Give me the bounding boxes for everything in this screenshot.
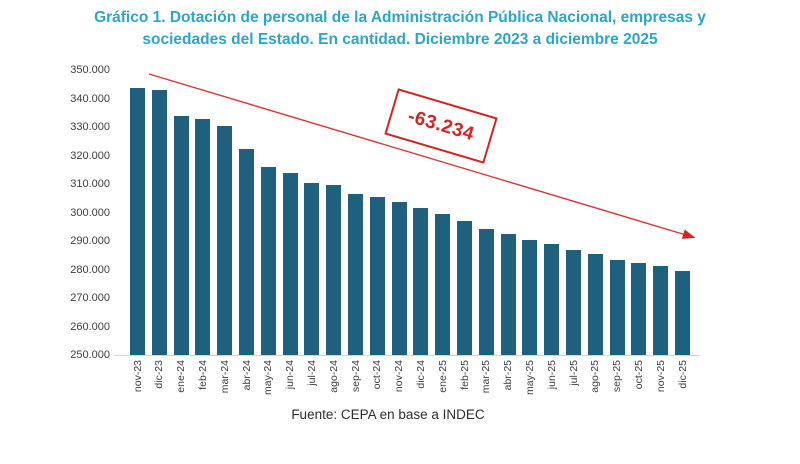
x-axis-tick-label: mar-24: [218, 360, 231, 394]
bar-nov-25: [653, 266, 669, 356]
bar-dic-25: [675, 270, 690, 356]
bar-jul-25: [566, 249, 581, 356]
source-caption: Fuente: CEPA en base a INDEC: [291, 407, 485, 422]
bar-jul-24: [304, 182, 320, 356]
bar-may-24: [260, 166, 276, 356]
annotation-callout-box: -63.234: [384, 88, 498, 164]
y-axis-tick-label: 350.000: [70, 64, 110, 76]
x-axis-tick-label: dic-25: [676, 360, 689, 389]
y-axis-tick-label: 320.000: [70, 149, 110, 162]
chart-title: Gráfico 1. Dotación de personal de la Ad…: [94, 9, 706, 48]
x-axis-tick-label: feb-25: [458, 360, 471, 390]
x-axis-tick-label: nov-23: [131, 360, 144, 393]
y-axis-tick-label: 270.000: [70, 292, 110, 304]
x-axis-tick-label: abr-24: [240, 360, 253, 391]
x-axis-tick-label: ago-24: [327, 360, 340, 393]
bar-jun-25: [544, 244, 560, 356]
y-axis-tick-label: 290.000: [70, 235, 110, 247]
bar-jun-24: [282, 172, 298, 356]
bar-ago-25: [587, 254, 603, 356]
y-axis-tick-label: 250.000: [70, 349, 110, 361]
x-axis-tick-label: abr-25: [502, 360, 515, 391]
bar-ene-24: [173, 116, 189, 356]
bar-mar-25: [478, 229, 494, 356]
bar-nov-24: [391, 201, 407, 356]
x-axis-tick-label: ago-25: [589, 360, 602, 393]
bar-nov-23: [130, 88, 145, 356]
x-axis-tick-label: ene-24: [175, 360, 188, 393]
x-axis-tick-label: may-25: [523, 360, 536, 396]
x-axis-tick-label: dic-24: [414, 360, 427, 389]
bar-sep-24: [348, 193, 363, 356]
bar-dic-23: [151, 90, 167, 356]
x-axis-tick-label: may-24: [262, 360, 275, 396]
bar-ene-25: [435, 213, 451, 356]
x-axis-tick-label: sep-24: [349, 360, 362, 393]
bar-oct-24: [369, 197, 385, 356]
bar-feb-24: [195, 119, 211, 356]
x-axis-tick-label: mar-25: [480, 360, 493, 394]
y-axis-tick-label: 300.000: [70, 206, 110, 219]
bar-oct-25: [631, 263, 647, 356]
x-axis-tick-label: ene-25: [436, 360, 449, 393]
x-axis-tick-label: oct-24: [371, 360, 384, 390]
x-axis-tick-label: jun-25: [545, 360, 558, 390]
y-axis-tick-label: 330.000: [70, 121, 110, 133]
x-axis-tick-label: jun-24: [284, 360, 297, 390]
x-axis-tick-label: jul-24: [305, 360, 318, 386]
x-axis-tick-label: oct-25: [632, 360, 645, 390]
x-axis-tick-label: jul-25: [567, 360, 580, 386]
bar-dic-24: [413, 207, 429, 356]
y-axis-tick-label: 280.000: [70, 263, 110, 276]
bar-abr-25: [500, 234, 516, 356]
annotation-label: -63.234: [405, 105, 477, 146]
bar-feb-25: [457, 221, 472, 356]
x-axis-tick-label: nov-24: [393, 360, 406, 393]
y-axis-tick-label: 260.000: [70, 320, 110, 333]
bar-may-25: [522, 240, 538, 356]
y-axis-tick-label: 340.000: [70, 92, 110, 105]
bar-sep-25: [609, 260, 625, 356]
x-axis-line: [114, 355, 700, 356]
x-axis-tick-label: nov-25: [654, 360, 667, 393]
x-axis-tick-label: feb-24: [196, 360, 209, 390]
y-axis-tick-label: 310.000: [70, 178, 110, 190]
x-axis-tick-label: sep-25: [611, 360, 624, 393]
bar-abr-24: [239, 149, 254, 356]
x-axis-tick-label: dic-23: [153, 360, 166, 389]
bar-ago-24: [326, 184, 342, 356]
bar-mar-24: [217, 126, 233, 356]
